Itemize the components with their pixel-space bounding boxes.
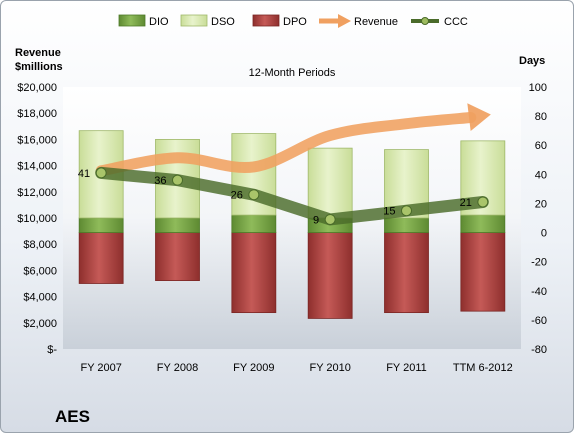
ccc-point bbox=[477, 196, 489, 208]
legend-swatch-dso bbox=[180, 14, 208, 27]
left-axis-title-line2: $millions bbox=[15, 61, 63, 73]
left-tick-label: $2,000 bbox=[23, 318, 57, 330]
ccc-data-label: 15 bbox=[383, 206, 395, 218]
ccc-data-label: 36 bbox=[154, 175, 166, 187]
legend-marker-ccc bbox=[421, 17, 429, 25]
right-tick-label: -80 bbox=[531, 344, 547, 356]
ccc-data-label: 21 bbox=[460, 197, 472, 209]
left-tick-label: $10,000 bbox=[17, 213, 57, 225]
category-label: FY 2009 bbox=[233, 362, 274, 374]
category-labels: FY 2007 FY 2008 FY 2009 FY 2010 FY 2011 TTM 6… bbox=[80, 362, 512, 374]
left-axis-ticks: $- $2,000 $4,000 $6,000 $8,000 $10,000 $12,000… bbox=[17, 82, 57, 356]
left-tick-label: $12,000 bbox=[17, 187, 57, 199]
legend-swatch-dpo bbox=[252, 14, 280, 27]
legend-label-ccc: CCC bbox=[444, 16, 468, 28]
left-tick-label: $20,000 bbox=[17, 82, 57, 94]
right-axis-ticks: -80 -60 -40 -20 0 20 40 60 80 100 bbox=[529, 82, 547, 356]
left-tick-label: $18,000 bbox=[17, 108, 57, 120]
right-tick-label: 100 bbox=[529, 82, 547, 94]
ccc-point bbox=[172, 174, 183, 186]
legend-label-dpo: DPO bbox=[283, 16, 307, 28]
left-tick-label: $4,000 bbox=[23, 292, 57, 304]
category-label: FY 2011 bbox=[386, 362, 427, 374]
company-name: AES bbox=[55, 407, 90, 426]
plot-area bbox=[63, 87, 521, 349]
bar-dio bbox=[231, 214, 277, 233]
bar-groups bbox=[78, 130, 506, 319]
right-tick-label: -60 bbox=[531, 315, 547, 327]
bar-dpo bbox=[78, 232, 124, 284]
right-tick-label: 60 bbox=[535, 140, 547, 152]
left-tick-label: $8,000 bbox=[23, 239, 57, 251]
category-label: TTM 6-2012 bbox=[453, 362, 513, 374]
legend-label-revenue: Revenue bbox=[354, 16, 398, 28]
bar-dio bbox=[384, 217, 429, 233]
bar-dpo bbox=[384, 232, 429, 314]
legend-label-dio: DIO bbox=[149, 16, 169, 28]
legend-label-dso: DSO bbox=[211, 16, 235, 28]
category-label: FY 2007 bbox=[80, 362, 121, 374]
right-tick-label: 0 bbox=[541, 228, 547, 240]
bar-dpo bbox=[155, 232, 200, 281]
legend-arrowhead-revenue bbox=[338, 14, 351, 28]
ccc-data-label: 26 bbox=[231, 190, 243, 202]
right-tick-label: -40 bbox=[531, 286, 547, 298]
bar-dpo bbox=[307, 232, 353, 319]
right-axis-title: Days bbox=[519, 55, 545, 67]
legend-swatch-dio bbox=[118, 14, 146, 27]
bar-dso bbox=[307, 147, 353, 219]
revenue-series bbox=[95, 103, 491, 177]
left-tick-label: $6,000 bbox=[23, 265, 57, 277]
ccc-series: 41 36 26 9 15 21 bbox=[78, 166, 489, 226]
right-tick-label: 80 bbox=[535, 111, 547, 123]
right-tick-label: 20 bbox=[535, 198, 547, 210]
revenue-line bbox=[95, 112, 477, 177]
legend: DIO DSO DPO Revenue CCC bbox=[118, 14, 468, 28]
bar-dio bbox=[460, 214, 506, 233]
category-label: FY 2010 bbox=[309, 362, 350, 374]
ccc-line bbox=[95, 166, 489, 226]
ccc-point bbox=[324, 213, 336, 225]
right-tick-label: 40 bbox=[535, 169, 547, 181]
revenue-arrowhead bbox=[467, 103, 491, 132]
left-axis-title-line1: Revenue bbox=[15, 47, 61, 59]
ccc-point bbox=[248, 189, 260, 201]
ccc-data-label: 9 bbox=[313, 214, 319, 226]
left-tick-label: $- bbox=[47, 344, 57, 356]
ccc-point bbox=[401, 205, 412, 217]
chart-title: 12-Month Periods bbox=[249, 67, 336, 79]
bar-dio bbox=[78, 217, 124, 233]
right-tick-label: -20 bbox=[531, 257, 547, 269]
bar-dpo bbox=[231, 232, 277, 314]
category-label: FY 2008 bbox=[157, 362, 198, 374]
left-tick-label: $14,000 bbox=[17, 161, 57, 173]
ccc-point bbox=[95, 167, 107, 179]
bar-dio bbox=[155, 217, 200, 233]
ccc-data-label: 41 bbox=[78, 168, 90, 180]
left-tick-label: $16,000 bbox=[17, 134, 57, 146]
bar-dpo bbox=[460, 232, 506, 312]
